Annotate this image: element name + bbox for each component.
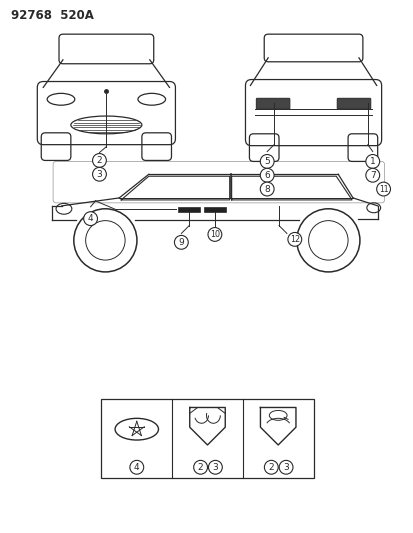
- FancyBboxPatch shape: [337, 98, 370, 109]
- Text: 4: 4: [88, 214, 93, 223]
- Text: 11: 11: [378, 184, 387, 193]
- FancyBboxPatch shape: [256, 98, 289, 109]
- Text: 10: 10: [209, 230, 219, 239]
- Text: 2: 2: [96, 156, 102, 165]
- FancyBboxPatch shape: [178, 207, 199, 212]
- Text: 5: 5: [263, 157, 269, 166]
- Circle shape: [260, 168, 273, 182]
- Circle shape: [287, 232, 301, 246]
- Circle shape: [260, 182, 273, 196]
- Text: -: -: [206, 462, 210, 472]
- Circle shape: [83, 212, 97, 225]
- Bar: [101, 399, 313, 478]
- FancyBboxPatch shape: [204, 207, 225, 212]
- Circle shape: [174, 236, 188, 249]
- Text: 7: 7: [369, 171, 375, 180]
- Text: 92768  520A: 92768 520A: [11, 10, 93, 22]
- Circle shape: [74, 209, 137, 272]
- Text: 4: 4: [134, 463, 139, 472]
- Text: 9: 9: [178, 238, 184, 247]
- Circle shape: [365, 155, 379, 168]
- Circle shape: [93, 167, 106, 181]
- Circle shape: [193, 461, 207, 474]
- Circle shape: [264, 461, 278, 474]
- Circle shape: [296, 209, 359, 272]
- Circle shape: [93, 154, 106, 167]
- Circle shape: [376, 182, 389, 196]
- Text: 6: 6: [263, 171, 269, 180]
- Text: 12: 12: [289, 235, 299, 244]
- Circle shape: [208, 461, 222, 474]
- Text: 1: 1: [369, 157, 375, 166]
- Text: 2: 2: [268, 463, 273, 472]
- Circle shape: [130, 461, 143, 474]
- Circle shape: [260, 155, 273, 168]
- Text: 3: 3: [212, 463, 218, 472]
- Text: 2: 2: [197, 463, 203, 472]
- Circle shape: [365, 168, 379, 182]
- Text: 8: 8: [263, 184, 269, 193]
- Text: 3: 3: [96, 169, 102, 179]
- Circle shape: [278, 461, 292, 474]
- Text: -: -: [277, 462, 280, 472]
- Circle shape: [207, 228, 221, 241]
- Text: 3: 3: [282, 463, 288, 472]
